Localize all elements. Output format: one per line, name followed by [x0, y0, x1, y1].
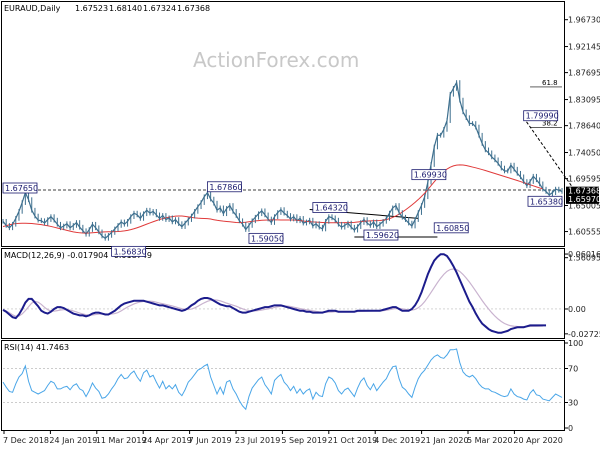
x-axis-label: 4 Dec 2019	[374, 436, 420, 445]
macd-title: MACD(12,26,9) -0.017904 -0.018749	[4, 251, 152, 260]
x-axis-label: 24 Jan 2019	[49, 436, 97, 445]
ohlc-open: 1.67523	[75, 4, 108, 13]
annotation-label: 1.64320	[315, 204, 348, 213]
macd-panel-frame	[1, 248, 565, 339]
annotation-label: 1.69930	[414, 171, 447, 180]
fib-label-61.8: 61.8	[542, 79, 558, 87]
annotation-box	[111, 245, 147, 257]
price-series-line	[2, 80, 563, 240]
annotation-label: 1.67650	[5, 184, 38, 193]
annotation-box	[411, 169, 447, 181]
annotation-label: 1.56830	[114, 247, 147, 256]
annotation-box	[248, 232, 284, 244]
price-plot: 61.8 38.21.79990 1.67860 1.64320 1.69930 1.65…	[2, 79, 582, 257]
annotation-label: 1.67860	[209, 183, 242, 192]
moving-average-line	[2, 164, 543, 234]
x-axis-label: 5 Mar 2020	[467, 436, 513, 445]
annotation-box	[2, 182, 38, 194]
watermark-text: ActionForex.com	[193, 48, 359, 72]
macd-plot	[2, 253, 562, 334]
price-axis-label: 1.56095	[568, 254, 600, 263]
annotation-box	[312, 202, 348, 213]
rsi-axis-label: 30	[568, 399, 578, 408]
ohlc-high: 1.68140	[109, 4, 142, 13]
rsi-title: RSI(14) 41.7463	[4, 343, 69, 352]
price-axis-label: 1.87695	[568, 69, 600, 78]
x-axis-label: 7 Dec 2018	[3, 436, 49, 445]
x-axis-label: 23 Jul 2019	[235, 436, 280, 445]
macd-axis-label: 0.060165	[568, 250, 600, 259]
annotation-box	[527, 195, 563, 207]
price-axis-label: 1.78640	[568, 122, 600, 131]
price-panel-frame	[1, 1, 565, 247]
ohlc-close: 1.67368	[177, 4, 210, 13]
price-axis-label: 1.74050	[568, 149, 600, 158]
rsi-axis-label: 70	[568, 365, 578, 374]
macd-signal-line	[2, 268, 543, 328]
annotation-label: 1.79990	[526, 112, 559, 121]
secondary-price-label: 1.65970	[568, 195, 600, 204]
x-axis-label: 21 Oct 2019	[328, 436, 377, 445]
annotation-label: 1.60850	[436, 224, 469, 233]
macd-axis-label: 0.00	[568, 305, 586, 314]
price-axis-label: 1.69595	[568, 175, 600, 184]
annotation-box	[523, 110, 559, 122]
macd-axis-label: -0.02725	[568, 330, 600, 339]
annotation-label: 1.59620	[366, 231, 399, 240]
rsi-line	[2, 348, 563, 411]
rsi-axis-label: 0	[568, 424, 573, 433]
symbol-title: EURAUD,Daily	[4, 4, 61, 13]
x-axis-label: 21 Jan 2020	[421, 436, 469, 445]
annotation-box	[207, 181, 242, 193]
secondary-price-tag	[566, 194, 599, 204]
annotation-label: 1.65380	[530, 197, 563, 206]
ohlc-low: 1.67324	[143, 4, 176, 13]
price-title-group: EURAUD,Daily 1.67523 1.68140 1.67324 1.6…	[4, 4, 210, 13]
x-axis-label: 7 Jun 2019	[189, 436, 232, 445]
annotation-label: 1.59050	[251, 234, 284, 243]
price-axis-label: 1.83095	[568, 96, 600, 105]
macd-line	[2, 253, 547, 334]
rsi-panel-frame	[1, 340, 565, 431]
annotation-box	[363, 229, 399, 241]
axes: 1.96730 1.92145 1.87695 1.83095 1.78640 1.740…	[3, 16, 600, 445]
x-axis-label: 11 Mar 2019	[96, 436, 147, 445]
price-axis-label: 1.60555	[568, 228, 600, 237]
current-price-label: 1.67368	[568, 187, 600, 196]
current-price-tag	[566, 186, 599, 196]
price-axis-label: 1.92145	[568, 43, 600, 52]
price-axis-label: 1.65005	[568, 201, 600, 210]
trendline-descending	[523, 117, 582, 200]
fib-label-38.2: 38.2	[542, 119, 558, 127]
price-axis-label: 1.96730	[568, 16, 600, 25]
x-axis-label: 20 Apr 2020	[513, 436, 562, 445]
annotation-box	[433, 222, 469, 234]
x-axis-label: 24 Apr 2019	[142, 436, 191, 445]
rsi-axis-label: 100	[568, 339, 583, 348]
rsi-plot	[2, 348, 563, 411]
x-axis-label: 5 Sep 2019	[281, 436, 327, 445]
